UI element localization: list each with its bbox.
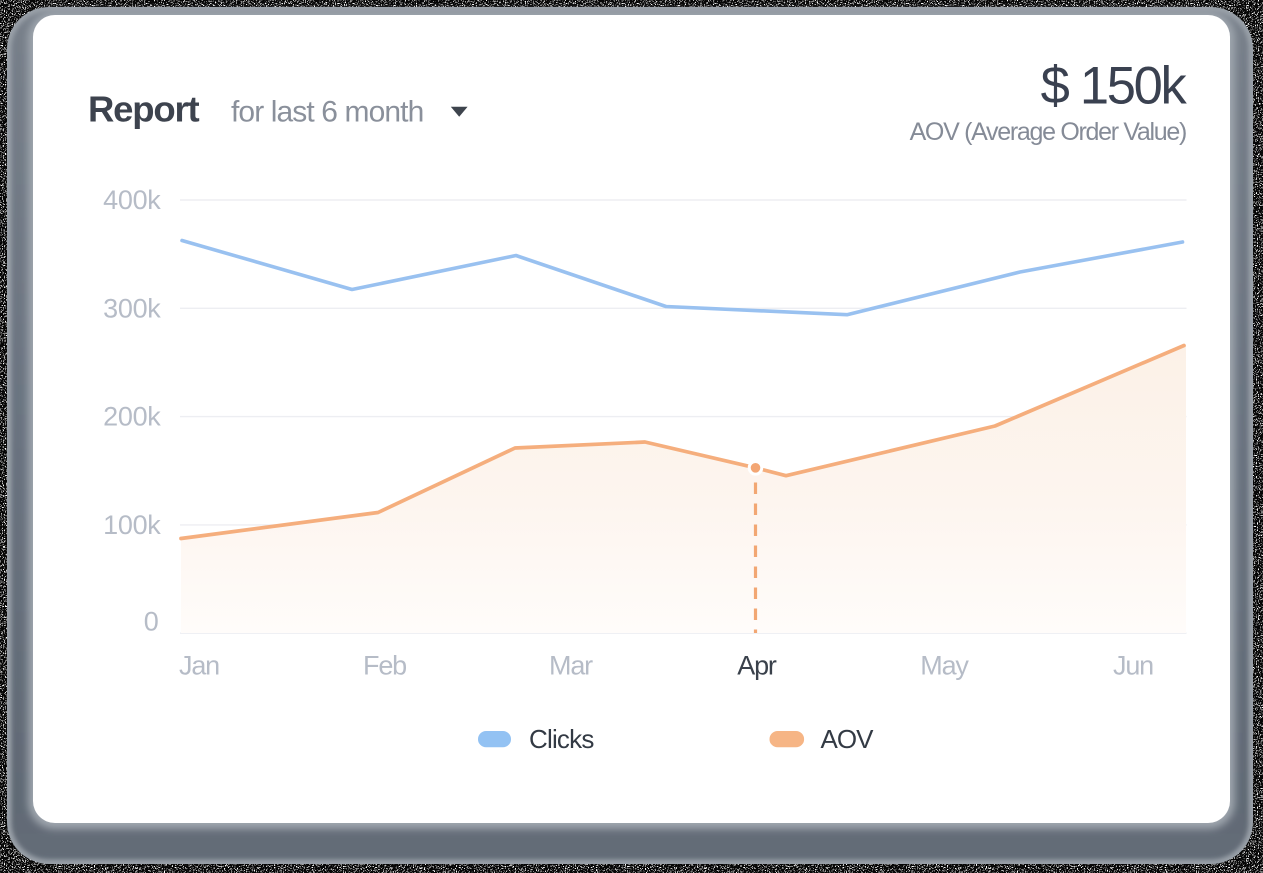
svg-text:AOV: AOV xyxy=(821,724,875,754)
svg-text:0: 0 xyxy=(144,607,159,637)
svg-text:Report: Report xyxy=(88,89,199,130)
svg-text:Feb: Feb xyxy=(363,651,406,681)
svg-text:300k: 300k xyxy=(103,293,161,323)
svg-text:Mar: Mar xyxy=(549,651,593,681)
svg-text:Clicks: Clicks xyxy=(529,724,594,754)
svg-text:May: May xyxy=(920,651,969,681)
svg-text:Apr: Apr xyxy=(737,651,777,681)
svg-text:200k: 200k xyxy=(103,402,161,432)
svg-text:Jan: Jan xyxy=(179,651,219,681)
svg-text:AOV (Average Order Value): AOV (Average Order Value) xyxy=(910,118,1186,146)
svg-text:$ 150k: $ 150k xyxy=(1041,57,1188,116)
svg-text:Jun: Jun xyxy=(1113,651,1153,681)
svg-text:100k: 100k xyxy=(103,510,161,540)
svg-text:400k: 400k xyxy=(103,185,161,215)
svg-text:for last 6 month: for last 6 month xyxy=(231,96,423,129)
